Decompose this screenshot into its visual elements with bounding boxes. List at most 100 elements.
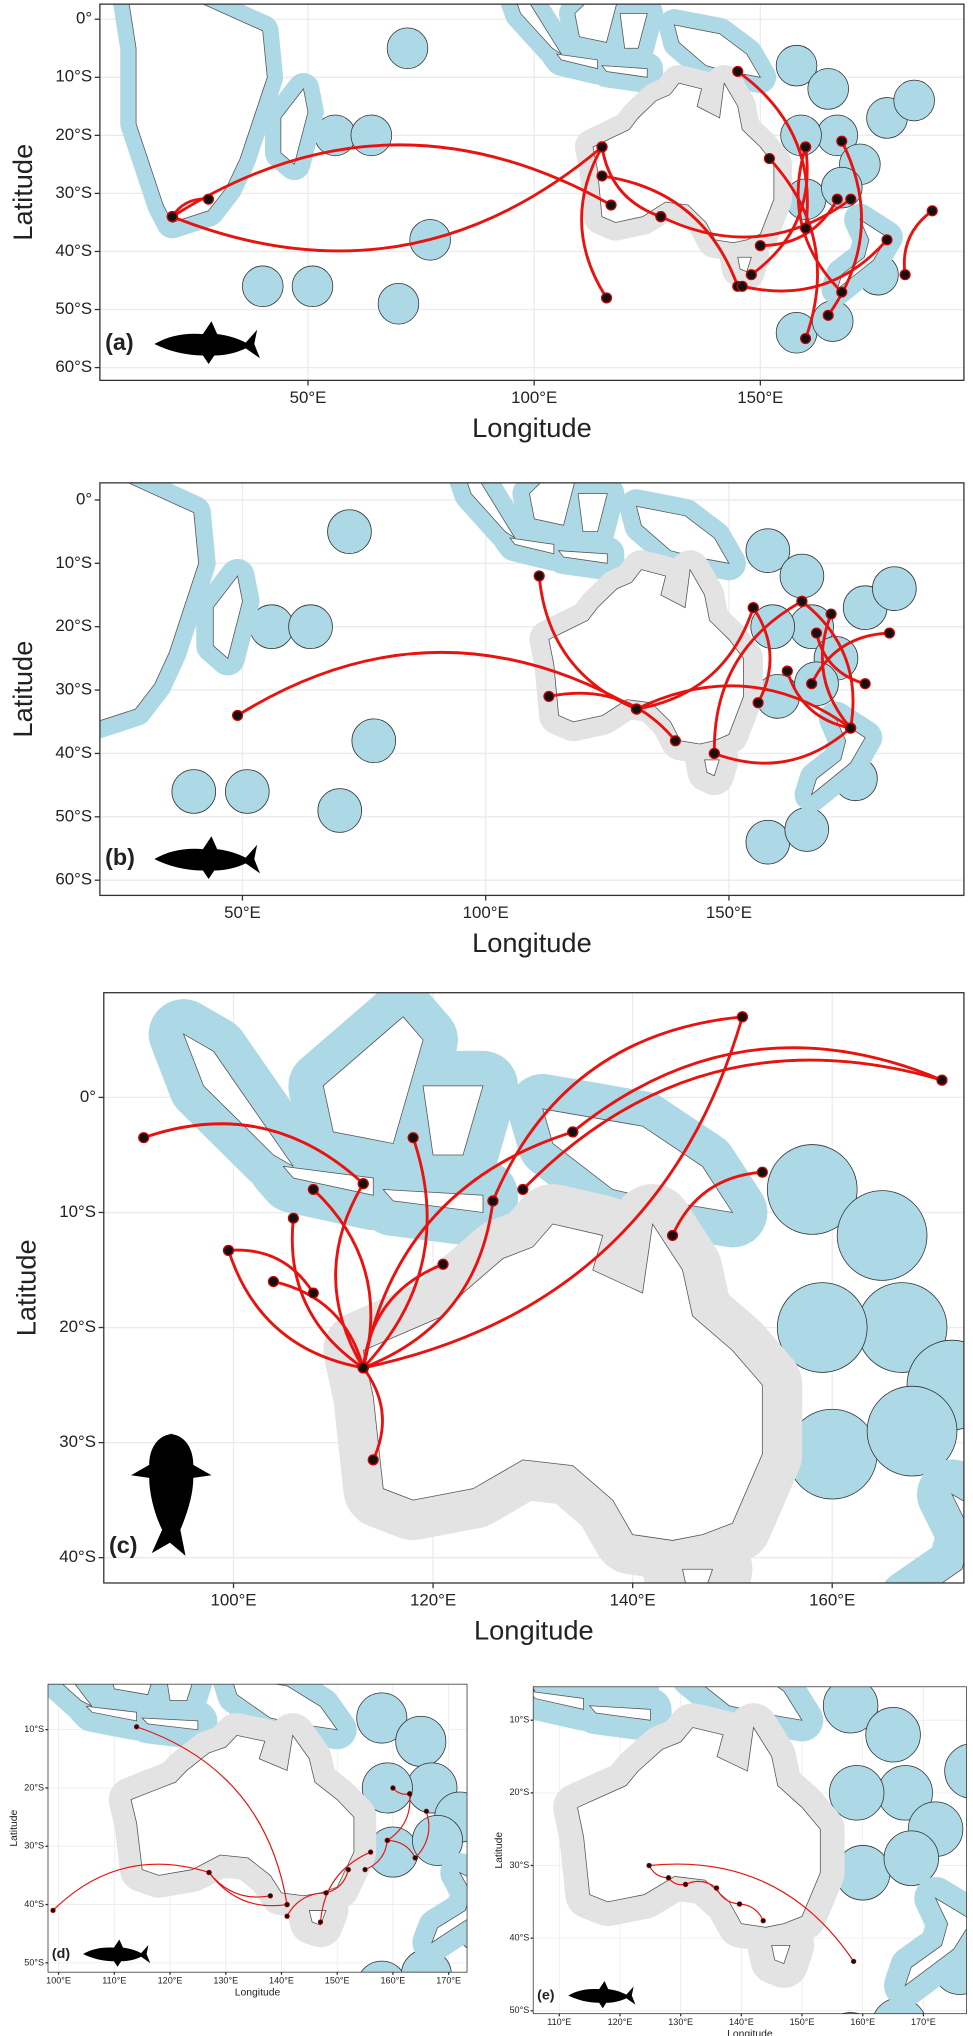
- tag-location: [533, 570, 545, 582]
- y-tick-label: 30°S: [510, 1860, 530, 1870]
- basemap: [113, 4, 935, 354]
- land: [673, 24, 762, 78]
- land: [233, 1684, 339, 1731]
- x-tick-label: 100°E: [46, 1976, 71, 1986]
- x-axis-title: Longitude: [727, 2029, 773, 2036]
- tracks: [50, 1724, 430, 1925]
- eez-island: [386, 27, 429, 70]
- tag-location: [367, 1454, 379, 1466]
- tag-location: [899, 269, 911, 281]
- track: [800, 599, 855, 730]
- tag-location: [806, 678, 818, 690]
- eez-island: [967, 1248, 973, 1338]
- tag-location: [357, 1178, 369, 1190]
- eez-island: [291, 265, 334, 308]
- y-tick-label: 40°S: [24, 1899, 44, 1909]
- land: [529, 482, 575, 526]
- tag-location: [752, 697, 764, 709]
- tag-location: [284, 1913, 290, 1919]
- eez-island: [750, 604, 796, 649]
- tag-location: [567, 1126, 579, 1138]
- y-tick-label: 10°S: [59, 1202, 96, 1221]
- x-tick-label: 160°E: [850, 2017, 875, 2027]
- tag-location: [406, 1791, 413, 1797]
- track: [571, 1046, 944, 1134]
- tag-location: [936, 1074, 948, 1086]
- track: [751, 606, 772, 705]
- land: [112, 1684, 152, 1696]
- x-tick-label: 100°E: [463, 903, 509, 922]
- track: [290, 1216, 365, 1370]
- tag-location: [412, 1855, 418, 1861]
- tag-location: [317, 1919, 324, 1925]
- panel-label: (e): [537, 1987, 555, 2003]
- x-axis-title: Longitude: [472, 927, 592, 958]
- land: [422, 1085, 484, 1156]
- y-axis-title: Latitude: [11, 1239, 42, 1336]
- tag-location: [754, 240, 766, 252]
- track: [142, 1122, 365, 1186]
- y-tick-label: 40°S: [59, 1547, 96, 1566]
- land: [588, 1705, 651, 1721]
- y-tick-label: 30°S: [24, 1841, 44, 1851]
- tag-location: [407, 1132, 419, 1144]
- tag-location: [646, 1862, 652, 1869]
- x-tick-label: 150°E: [790, 2017, 815, 2027]
- tag-location: [367, 1849, 374, 1855]
- track: [648, 1863, 855, 1962]
- map-panel: 110°E 120°E 130°E 140°E 150°E 160°E 170°E 10°S 2…: [494, 1686, 967, 2036]
- x-tick-label: 140°E: [269, 1976, 294, 1986]
- land: [577, 493, 608, 533]
- x-axis-title: Longitude: [474, 1614, 594, 1645]
- eez-island: [350, 114, 393, 157]
- tag-location: [487, 1195, 499, 1207]
- eez-island: [779, 553, 825, 599]
- eez-island: [893, 79, 935, 122]
- tag-location: [822, 309, 834, 321]
- land: [212, 575, 243, 660]
- eez-island: [872, 566, 917, 611]
- tag-location: [267, 1893, 273, 1899]
- eez-island: [351, 718, 397, 764]
- x-tick-label: 110°E: [102, 1976, 126, 1986]
- tag-location: [800, 332, 812, 345]
- eez-island: [775, 44, 818, 87]
- eez-island: [171, 769, 217, 814]
- tag-location: [881, 234, 893, 246]
- australia-land: [548, 568, 744, 745]
- x-tick-label: 140°E: [610, 1591, 656, 1610]
- tag-location: [844, 722, 857, 734]
- panel-label: (b): [105, 844, 135, 870]
- track: [414, 1810, 430, 1859]
- tag-location: [883, 627, 896, 639]
- eez-island: [377, 282, 420, 325]
- eez-island: [866, 1385, 958, 1477]
- land: [533, 1687, 536, 1692]
- tag-location: [517, 1183, 529, 1196]
- tag-location: [138, 1132, 150, 1144]
- tag-location: [390, 1785, 396, 1791]
- track: [208, 1871, 271, 1898]
- eez-island: [766, 1144, 858, 1235]
- tag-location: [732, 65, 744, 78]
- tag-location: [133, 1724, 140, 1730]
- plot-frame: [99, 482, 965, 897]
- x-tick-label: 130°E: [213, 1976, 238, 1986]
- y-tick-label: 20°S: [24, 1782, 44, 1792]
- basemap: [148, 992, 973, 1583]
- eez-island: [288, 604, 333, 649]
- track: [52, 1863, 210, 1911]
- tag-location: [760, 1918, 766, 1924]
- plot-frame: [47, 1683, 468, 1973]
- track: [361, 1130, 575, 1370]
- tag-location: [859, 678, 871, 690]
- track: [736, 70, 809, 230]
- tag-location: [736, 280, 748, 292]
- tracks: [646, 1862, 857, 1965]
- eez-island: [828, 1765, 885, 1821]
- track: [712, 726, 852, 765]
- tag-location: [831, 193, 843, 205]
- track: [271, 1280, 365, 1370]
- tag-location: [231, 709, 244, 722]
